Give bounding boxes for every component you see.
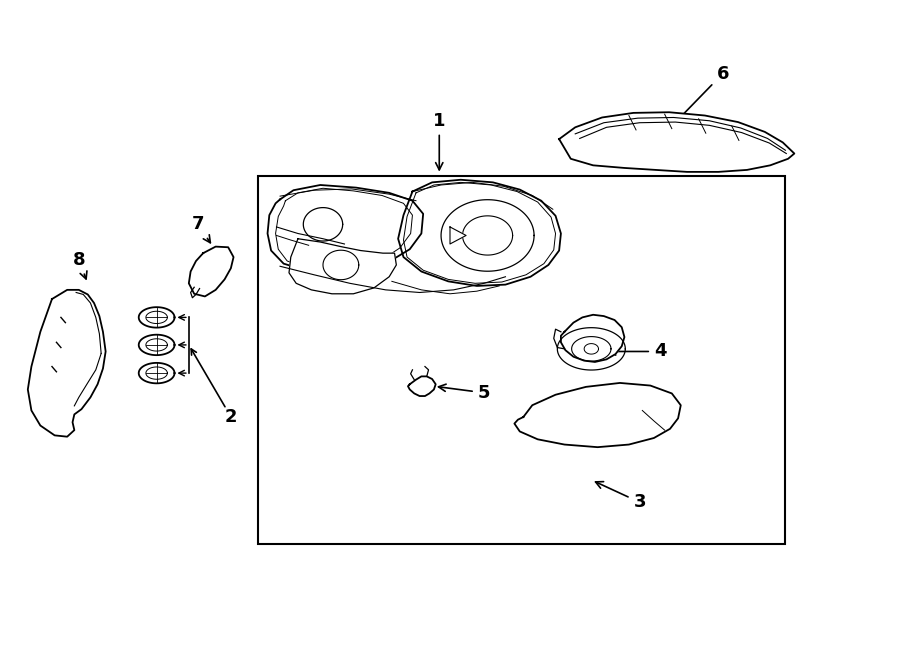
Polygon shape xyxy=(267,185,423,273)
Bar xyxy=(257,176,786,543)
Text: 5: 5 xyxy=(438,384,491,402)
Text: 4: 4 xyxy=(608,342,666,360)
Text: 6: 6 xyxy=(675,65,729,123)
Text: 2: 2 xyxy=(225,408,237,426)
Polygon shape xyxy=(515,383,680,447)
Polygon shape xyxy=(559,112,795,172)
Polygon shape xyxy=(561,315,625,362)
Text: 3: 3 xyxy=(596,482,646,511)
Polygon shape xyxy=(189,247,233,296)
Polygon shape xyxy=(289,239,396,293)
Text: 7: 7 xyxy=(192,215,211,243)
Polygon shape xyxy=(408,376,436,396)
Polygon shape xyxy=(398,180,561,286)
Polygon shape xyxy=(28,290,105,437)
Polygon shape xyxy=(450,227,466,244)
Text: 8: 8 xyxy=(73,251,87,279)
Text: 1: 1 xyxy=(433,112,446,170)
